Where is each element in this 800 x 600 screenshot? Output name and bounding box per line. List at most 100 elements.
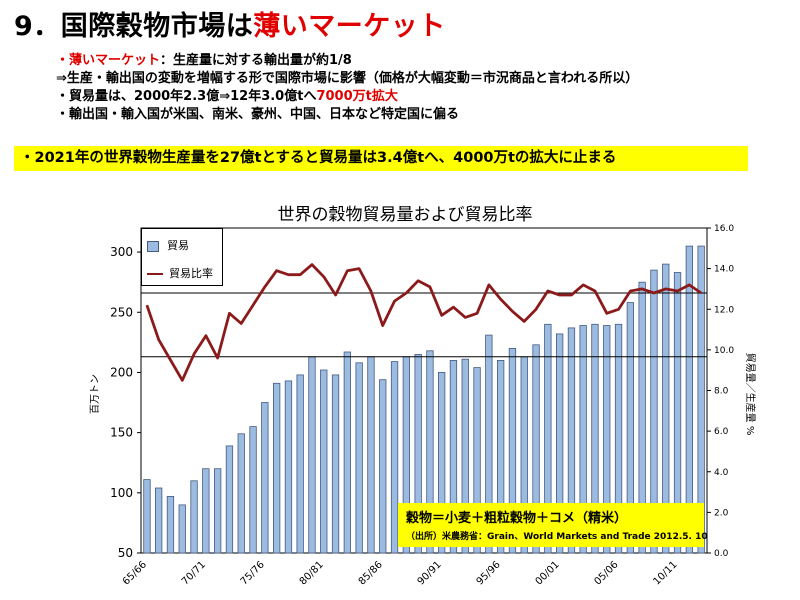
legend-label-trade: 貿易	[167, 239, 189, 252]
y-tick-left: 50	[118, 546, 133, 560]
note-box: 穀物＝小麦＋粗粒穀物＋コメ（精米） （出所）米農務省：Grain、World M…	[398, 503, 708, 547]
y-tick-left: 100	[110, 486, 133, 500]
bar-trade	[485, 334, 493, 554]
y-tick-right: 6.0	[714, 427, 729, 437]
y-tick-right: 0.0	[714, 549, 729, 559]
x-tick-label: 80/81	[298, 559, 326, 587]
legend-bar-swatch	[147, 240, 159, 252]
note-source: （出所）米農務省：Grain、World Markets and Trade 2…	[406, 532, 708, 542]
bar-trade	[673, 272, 682, 554]
bar-trade	[650, 269, 658, 554]
bar-trade	[355, 362, 363, 554]
bar-trade	[473, 367, 481, 554]
bar-trade	[567, 327, 576, 554]
bar-trade	[331, 374, 340, 554]
y-axis-label-right: 貿易量／生産量 %	[744, 353, 757, 436]
bar-trade	[237, 433, 245, 554]
y-tick-left: 300	[110, 245, 133, 259]
bar-trade	[143, 479, 151, 554]
title-highlight: 薄いマーケット	[253, 11, 446, 42]
y-tick-left: 250	[110, 305, 133, 319]
x-tick-label: 85/86	[357, 559, 385, 587]
bar-trade	[544, 323, 552, 554]
chart-title: 世界の穀物貿易量および貿易比率	[277, 205, 533, 225]
x-tick-label: 90/91	[416, 559, 444, 587]
bar-trade	[496, 359, 505, 554]
note-definition: 穀物＝小麦＋粗粒穀物＋コメ（精米）	[406, 511, 628, 526]
y-tick-left: 150	[110, 426, 133, 440]
bar-trade	[697, 245, 705, 554]
bullet-1: ・薄いマーケット：生産量に対する輸出量が約1/8	[56, 52, 638, 70]
slide-title: 9．国際穀物市場は薄いマーケット	[14, 4, 446, 43]
bar-trade	[308, 356, 316, 554]
bar-trade	[284, 380, 293, 554]
bar-trade	[685, 245, 693, 554]
bar-trade	[190, 480, 198, 554]
line-trade-ratio	[145, 263, 702, 382]
bar-trade	[261, 402, 269, 554]
bar-trade	[272, 382, 281, 554]
chart-legend: 貿易 貿易比率	[141, 228, 223, 286]
y-tick-right: 14.0	[714, 265, 734, 275]
x-tick-label: 05/06	[593, 559, 621, 587]
bar-trade	[320, 369, 328, 554]
bar-trade	[166, 495, 175, 554]
x-tick-label: 10/11	[651, 559, 679, 587]
x-tick-label: 75/76	[239, 559, 267, 587]
y-tick-right: 2.0	[714, 508, 729, 518]
legend-item-trade: 貿易	[147, 237, 189, 253]
bar-trade	[638, 281, 646, 554]
bar-trade	[579, 325, 587, 554]
bar-trade	[449, 359, 458, 554]
x-tick-label: 95/96	[475, 559, 503, 587]
y-tick-right: 16.0	[714, 224, 734, 234]
y-tick-right: 8.0	[714, 387, 729, 397]
bar-trade	[202, 468, 210, 554]
bar-trade	[213, 468, 222, 554]
x-tick-label: 70/71	[180, 559, 208, 587]
bullet-3-red: 7000万t拡大	[316, 89, 398, 104]
y-axis-label-left: 百万トン	[89, 374, 101, 414]
bar-trade	[437, 371, 446, 554]
bar-trade	[367, 356, 375, 554]
bar-trade	[614, 323, 623, 554]
bullet-1-rest: ：生産量に対する輸出量が約1/8	[160, 53, 352, 68]
callout-bar: ・2021年の世界穀物生産量を27億tとすると貿易量は3.4億tへ、4000万t…	[14, 146, 748, 171]
bar-trade	[296, 374, 304, 554]
bar-trade	[603, 325, 611, 554]
bullet-1-red: ・薄いマーケット	[56, 53, 161, 68]
bar-trade	[379, 379, 387, 554]
bar-trade	[178, 504, 186, 554]
y-tick-left: 200	[110, 365, 133, 379]
bar-trade	[556, 333, 564, 554]
x-tick-label: 00/01	[534, 559, 562, 587]
y-tick-right: 12.0	[714, 305, 734, 315]
y-tick-right: 4.0	[714, 468, 729, 478]
bar-trade	[508, 347, 517, 554]
bullet-3: ・貿易量は、2000年2.3億⇒12年3.0億tへ7000万t拡大	[56, 88, 638, 106]
bar-trade	[461, 358, 469, 554]
bullet-3-pre: ・貿易量は、2000年2.3億⇒12年3.0億tへ	[56, 89, 317, 104]
legend-line-swatch	[147, 273, 163, 275]
x-tick-label: 65/66	[121, 559, 149, 587]
bar-trade	[225, 445, 234, 554]
bullet-2: ⇒生産・輸出国の変動を増幅する形で国際市場に影響（価格が大幅変動＝市況商品と言わ…	[56, 71, 639, 86]
bullet-list: ・薄いマーケット：生産量に対する輸出量が約1/8 ⇒生産・輸出国の変動を増幅する…	[56, 52, 638, 124]
y-tick-right: 10.0	[714, 346, 734, 356]
bar-trade	[154, 487, 163, 554]
legend-label-ratio: 貿易比率	[169, 267, 213, 280]
bar-trade	[414, 353, 422, 554]
bullet-4: ・輸出国・輸入国が米国、南米、豪州、中国、日本など特定国に偏る	[56, 107, 460, 122]
bar-trade	[591, 323, 599, 554]
bar-trade	[662, 263, 670, 554]
legend-item-ratio: 貿易比率	[147, 265, 213, 281]
bar-trade	[626, 302, 634, 554]
bar-trade	[426, 350, 434, 554]
bar-trade	[532, 344, 540, 554]
title-prefix: 9．国際穀物市場は	[14, 11, 254, 42]
bar-trade	[249, 426, 257, 554]
bar-trade	[390, 361, 399, 554]
bar-trade	[343, 351, 352, 554]
